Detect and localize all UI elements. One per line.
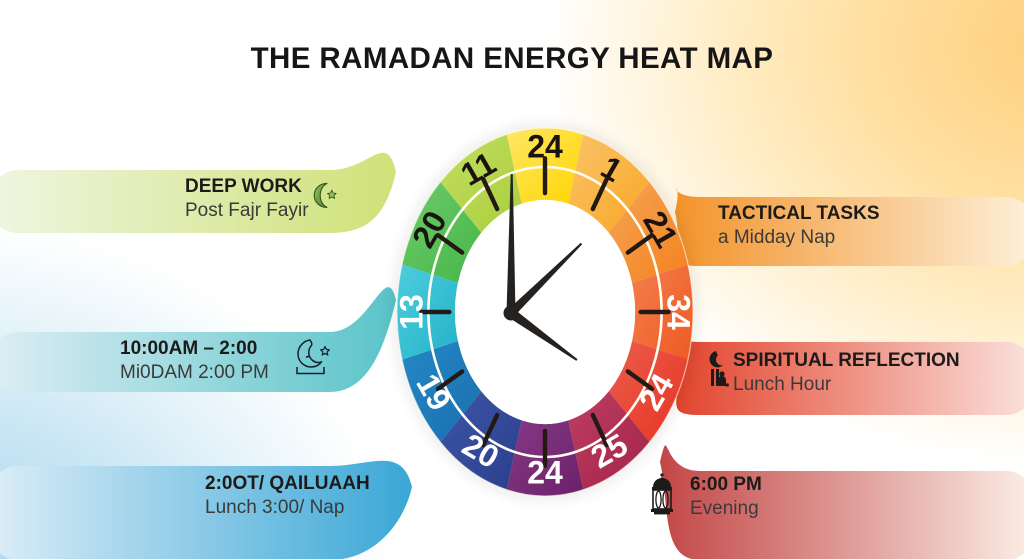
svg-text:34: 34: [661, 294, 697, 330]
svg-text:24: 24: [527, 129, 563, 165]
svg-text:13: 13: [393, 294, 429, 330]
svg-text:24: 24: [527, 454, 563, 490]
